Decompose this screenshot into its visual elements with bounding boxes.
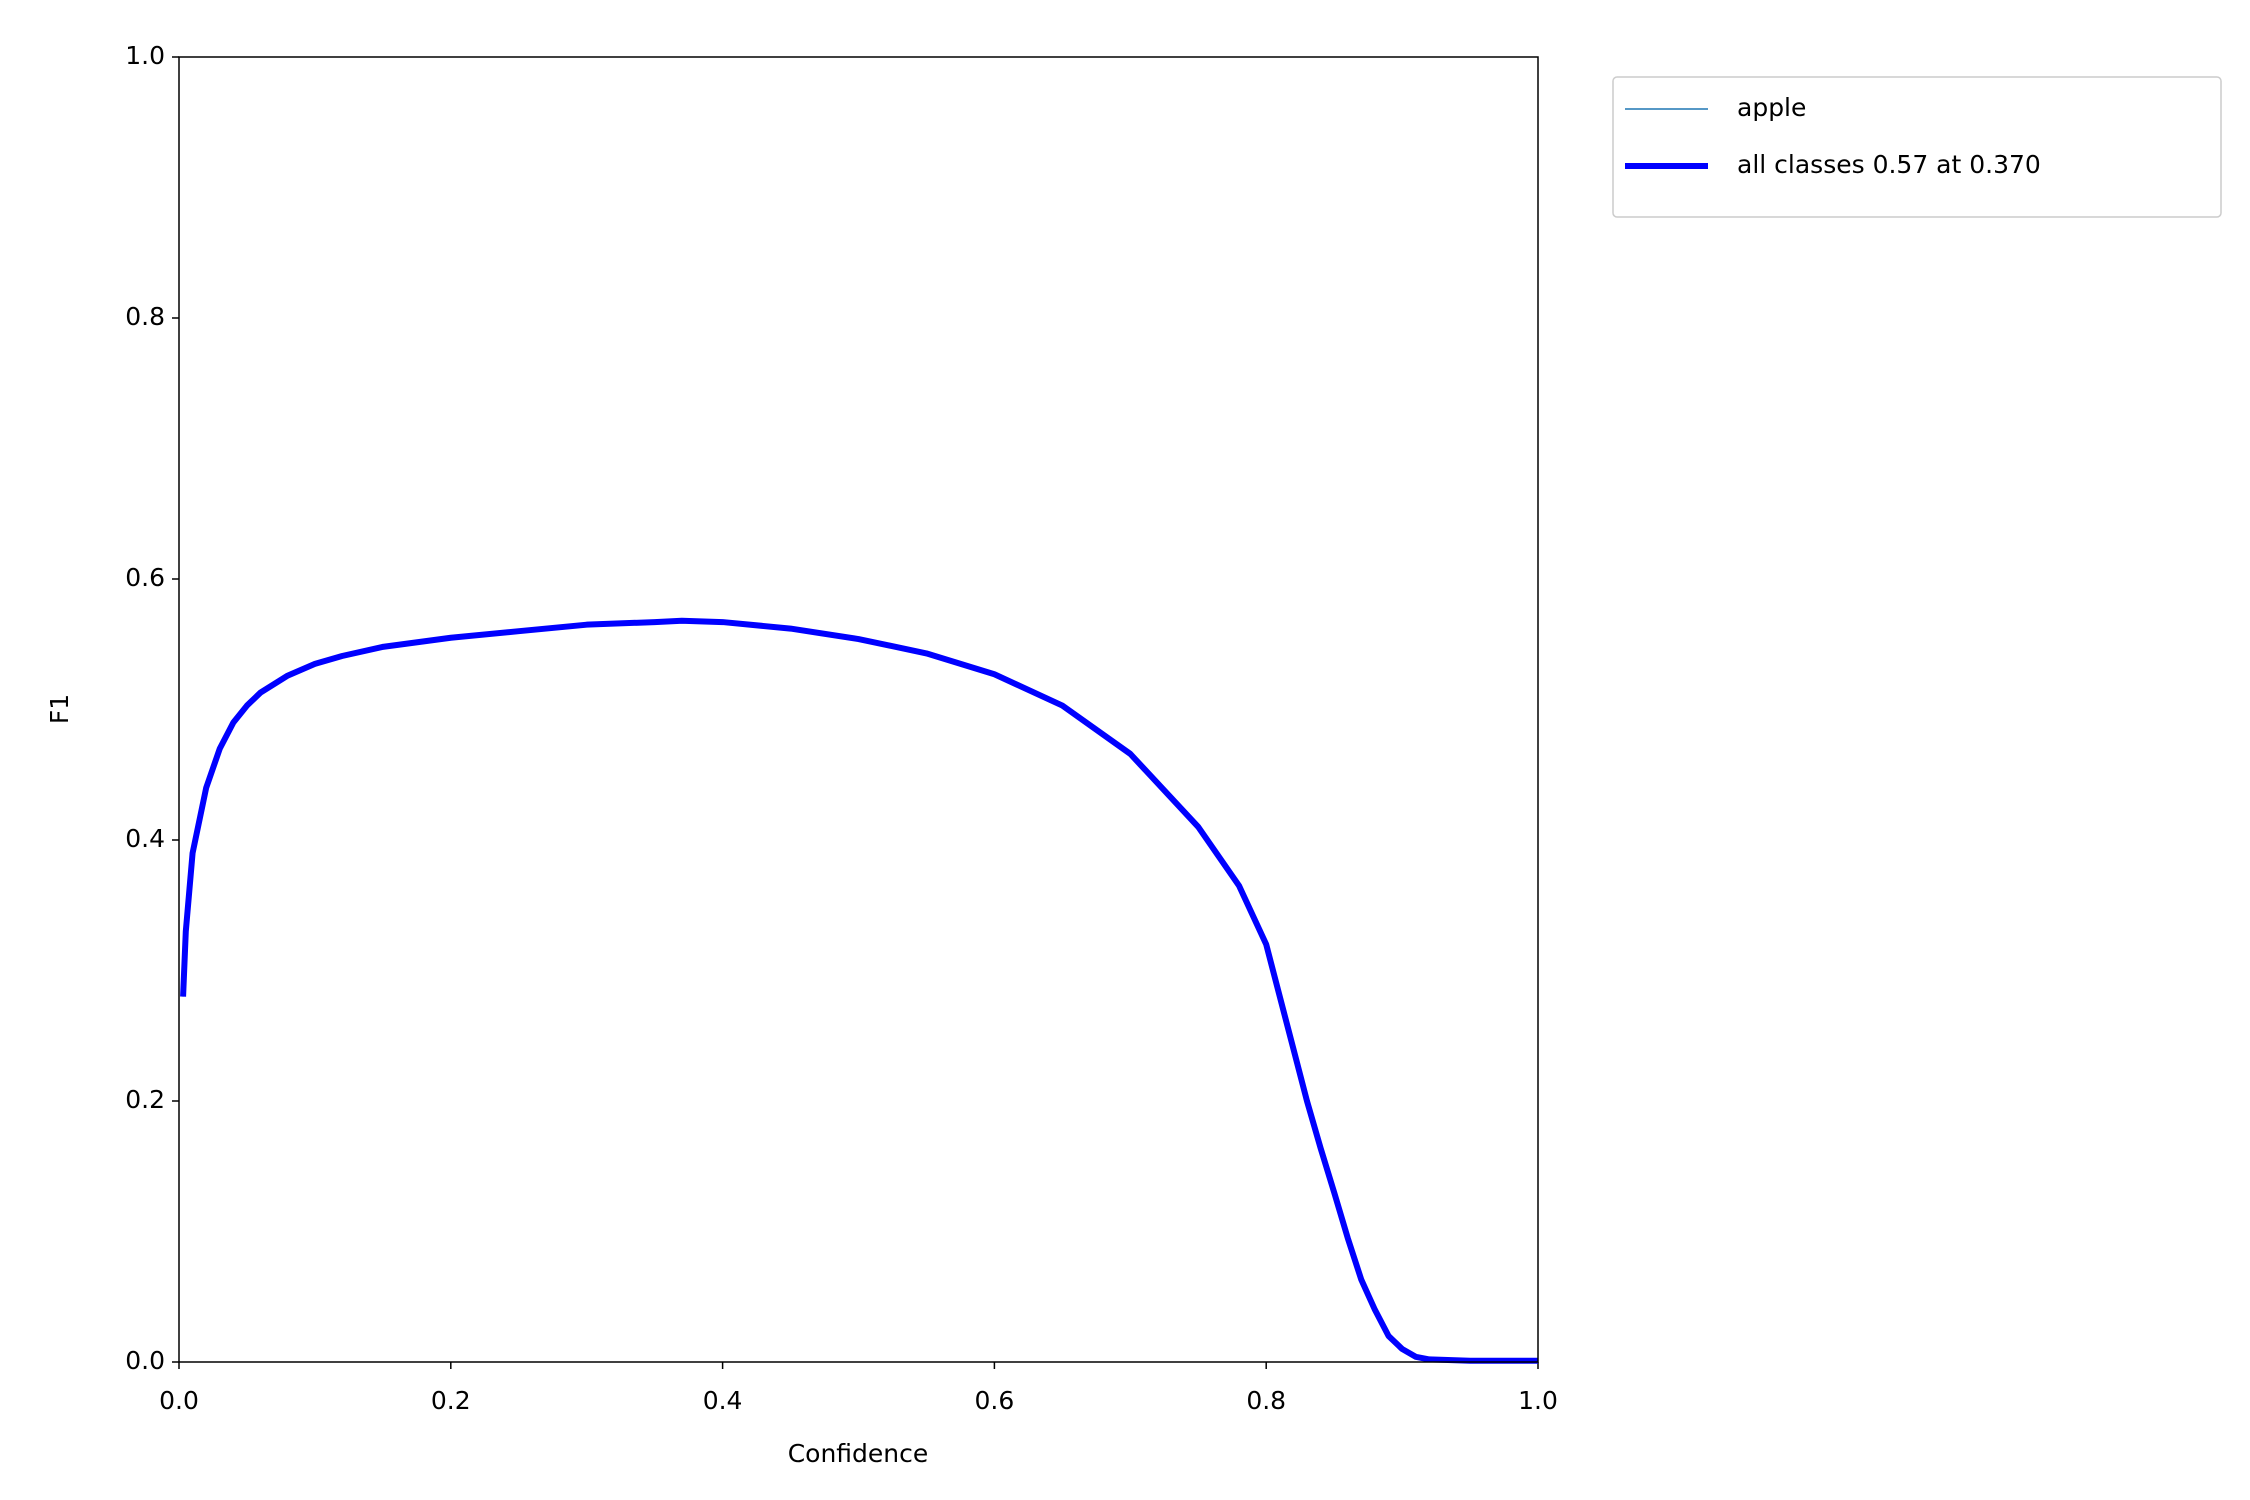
x-tick-label: 0.0 [159,1386,199,1415]
y-tick-label: 0.2 [125,1085,165,1114]
y-tick-label: 0.4 [125,824,165,853]
x-axis-label: Confidence [788,1439,929,1468]
plot-frame [178,56,1539,1363]
y-tick-label: 0.8 [125,302,165,331]
legend-label: apple [1737,93,1806,122]
y-axis-label: F1 [45,694,74,724]
x-tick-label: 0.6 [975,1386,1015,1415]
y-tick-label: 0.0 [125,1346,165,1375]
legend-box [1612,76,2222,218]
x-tick-label: 0.4 [703,1386,743,1415]
legend-label: all classes 0.57 at 0.370 [1737,150,2041,179]
series-line [180,617,1538,1364]
x-tick-label: 0.2 [431,1386,471,1415]
y-tick-label: 1.0 [125,41,165,70]
x-tick-label: 1.0 [1518,1386,1558,1415]
x-tick-label: 0.8 [1246,1386,1286,1415]
y-tick-label: 0.6 [125,563,165,592]
